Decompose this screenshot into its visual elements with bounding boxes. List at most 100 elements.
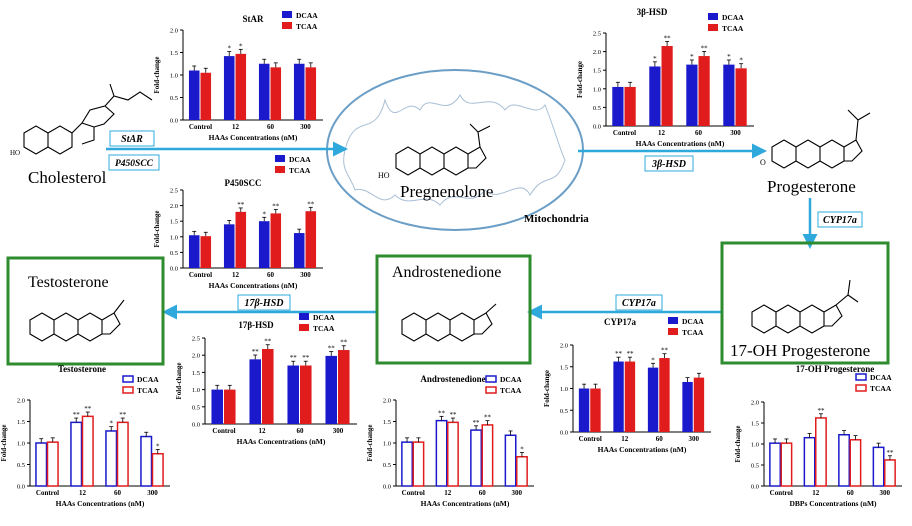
bar-tcaa-12 bbox=[262, 349, 274, 424]
x-tick-label: Control bbox=[770, 489, 793, 497]
bar-tcaa-control bbox=[590, 388, 601, 432]
significance-mark: ** bbox=[84, 405, 92, 413]
x-tick-label: 60 bbox=[267, 123, 275, 131]
x-tick-label: 12 bbox=[812, 489, 820, 497]
bar-tcaa-12 bbox=[81, 415, 94, 487]
bar-dcaa-control bbox=[769, 442, 781, 487]
y-tick-label: 0.0 bbox=[593, 124, 601, 131]
y-tick-label: 1.5 bbox=[560, 364, 568, 371]
bar-tcaa-control bbox=[224, 389, 236, 424]
bar-tcaa-control bbox=[200, 236, 212, 268]
y-tick-label: 0.5 bbox=[560, 408, 568, 415]
bar-dcaa-60 bbox=[105, 430, 118, 487]
bar-tcaa-control bbox=[412, 441, 425, 487]
compound-pregnenolone: Pregnenolone bbox=[400, 182, 493, 201]
x-axis-label: HAAs Concentrations (nM) bbox=[209, 281, 298, 290]
x-tick-label: Control bbox=[613, 129, 636, 137]
y-tick-label: 1.5 bbox=[17, 419, 25, 426]
bar-dcaa-300 bbox=[504, 434, 517, 487]
y-tick-label: 0.5 bbox=[17, 462, 25, 469]
x-axis-label: HAAs Concentrations (nM) bbox=[636, 139, 725, 148]
chart-p450scc: P450SCC DCAA TCAA 0.0 0.5 1.0 1.5 2.0 2.5 Fold-ch… bbox=[153, 155, 323, 290]
bar-tcaa-60 bbox=[481, 424, 494, 487]
significance-mark: * bbox=[653, 55, 657, 63]
x-tick-label: 12 bbox=[658, 129, 666, 137]
significance-mark: ** bbox=[664, 34, 672, 42]
chart-title: Androstenedione bbox=[420, 374, 485, 384]
significance-mark: * bbox=[739, 57, 743, 65]
x-tick-label: Control bbox=[402, 489, 425, 497]
bar-tcaa-300 bbox=[338, 350, 350, 424]
significance-mark: ** bbox=[661, 347, 669, 355]
y-tick-label: 1.0 bbox=[170, 73, 178, 80]
mitochondria: Mitochondria bbox=[326, 69, 589, 231]
bar-dcaa-control bbox=[612, 86, 624, 126]
bar-dcaa-12 bbox=[613, 361, 624, 432]
legend-label: DCAA bbox=[296, 11, 318, 20]
enzyme-label-cyp17a-1: CYP17a bbox=[823, 215, 857, 226]
legend-swatch bbox=[708, 24, 718, 31]
x-tick-label: Control bbox=[189, 271, 212, 279]
x-tick-label: 60 bbox=[267, 271, 275, 279]
y-tick-label: 2.0 bbox=[593, 49, 601, 56]
significance-mark: * bbox=[109, 420, 113, 428]
charts-layer: StAR DCAA TCAA 0.0 0.5 1.0 1.5 2.0 Fold-change HA… bbox=[0, 7, 902, 508]
bar-tcaa-12 bbox=[235, 53, 247, 120]
x-tick-label: 60 bbox=[695, 129, 703, 137]
y-tick-label: 2.0 bbox=[560, 343, 568, 350]
legend-swatch bbox=[485, 375, 497, 383]
significance-mark: ** bbox=[449, 411, 457, 419]
legend-label: DCAA bbox=[500, 375, 522, 384]
chart-title: 17-OH Progesterone bbox=[796, 364, 874, 374]
bar-dcaa-60 bbox=[686, 64, 698, 126]
x-axis-label: HAAs Concentrations (nM) bbox=[56, 499, 145, 508]
legend-label: DCAA bbox=[313, 313, 335, 322]
x-tick-label: 60 bbox=[656, 435, 664, 443]
structure-pregnenolone: HO bbox=[378, 123, 491, 180]
y-tick-label: 0.0 bbox=[192, 422, 200, 429]
bar-dcaa-12 bbox=[70, 421, 83, 487]
bar-tcaa-control bbox=[780, 442, 793, 487]
compound-cholesterol: Cholesterol bbox=[28, 168, 107, 187]
bar-tcaa-control bbox=[624, 86, 636, 126]
x-tick-label: 300 bbox=[730, 129, 741, 137]
legend-label: TCAA bbox=[870, 384, 892, 393]
y-axis-label: Fold-change bbox=[175, 363, 183, 400]
bar-tcaa-60 bbox=[698, 56, 710, 127]
bar-dcaa-60 bbox=[258, 221, 270, 268]
x-tick-label: Control bbox=[36, 489, 59, 497]
y-tick-label: 1.5 bbox=[383, 419, 391, 426]
significance-mark: ** bbox=[252, 348, 260, 356]
compound-testosterone: Testosterone bbox=[28, 274, 109, 291]
compound-progesterone: Progesterone bbox=[767, 177, 856, 196]
y-tick-label: 2.0 bbox=[383, 398, 391, 405]
enzyme-label-3b-hsd: 3β-HSD bbox=[651, 159, 686, 170]
bar-tcaa-60 bbox=[270, 67, 282, 120]
bar-dcaa-60 bbox=[287, 365, 299, 424]
significance-mark: * bbox=[262, 210, 266, 218]
testosterone-box bbox=[6, 256, 165, 366]
legend-label: TCAA bbox=[722, 24, 744, 33]
bar-tcaa-60 bbox=[849, 439, 862, 487]
y-tick-label: 0.5 bbox=[383, 462, 391, 469]
legend-label: TCAA bbox=[289, 166, 311, 175]
bar-dcaa-12 bbox=[249, 359, 261, 424]
legend-swatch bbox=[122, 375, 134, 383]
y-axis-label: Fold-change bbox=[153, 211, 161, 248]
bar-dcaa-300 bbox=[293, 63, 305, 120]
y-tick-label: 1.0 bbox=[170, 234, 178, 241]
highlight-boxes bbox=[6, 241, 890, 366]
svg-text:O: O bbox=[760, 158, 766, 167]
x-axis-label: HAAs Concentrations (nM) bbox=[598, 445, 687, 454]
significance-mark: ** bbox=[473, 419, 481, 427]
bar-dcaa-12 bbox=[649, 66, 661, 126]
x-tick-label: 12 bbox=[444, 489, 452, 497]
bar-tcaa-12 bbox=[624, 361, 636, 432]
enzyme-label-17b-hsd: 17β-HSD bbox=[244, 298, 283, 309]
bar-tcaa-300 bbox=[693, 377, 705, 432]
y-tick-label: 1.5 bbox=[170, 219, 178, 226]
bar-tcaa-60 bbox=[116, 421, 129, 487]
legend-label: DCAA bbox=[289, 155, 311, 164]
significance-mark: * bbox=[156, 442, 160, 450]
enzyme-label-cyp17a-2: CYP17a bbox=[622, 298, 656, 309]
